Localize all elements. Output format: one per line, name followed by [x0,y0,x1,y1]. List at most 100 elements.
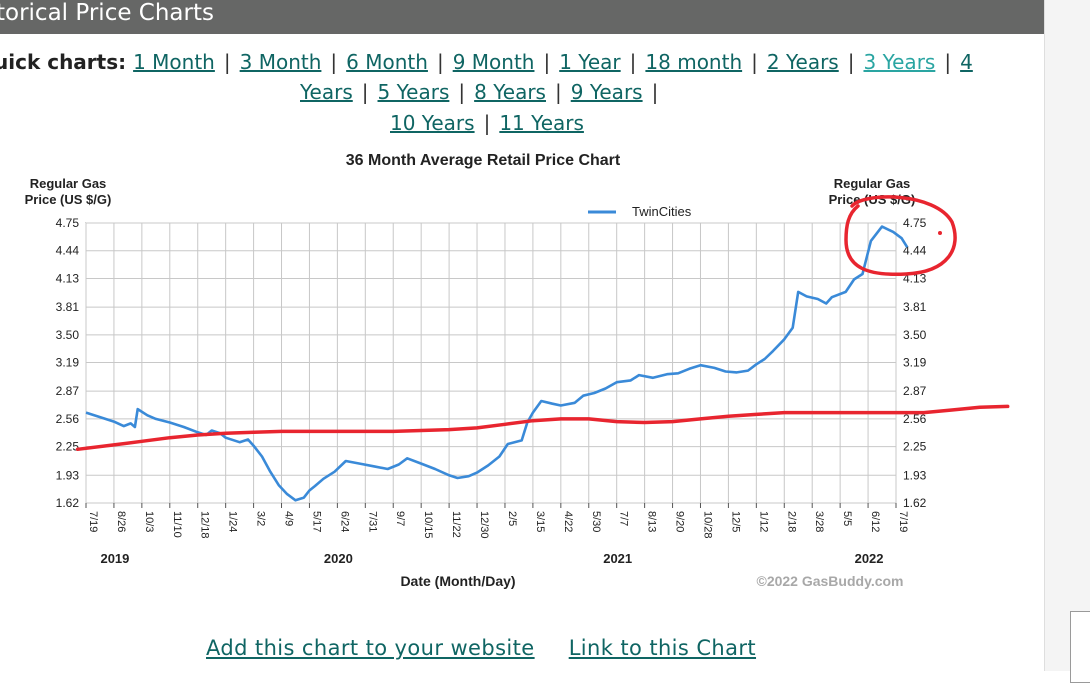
y-axis-label-left-line2: Price (US $/G) [25,192,112,207]
link-separator: | [458,80,466,104]
page-title: torical Price Charts [0,0,214,26]
quick-charts-label: uick charts: [0,50,134,74]
year-label: 2021 [603,551,632,566]
quick-charts-row: 10 Years | 11 Years [390,108,584,138]
y-tick-label-left: 4.13 [56,271,80,285]
bottom-links: Add this chart to your website Link to t… [206,636,783,660]
year-label: 2022 [855,551,884,566]
link-separator: | [847,50,855,74]
year-label: 2019 [100,551,129,566]
x-tick-label: 6/24 [338,511,350,532]
hand-drawn-dot [938,231,942,235]
quick-chart-link[interactable]: 18 month [645,50,743,74]
y-tick-label-right: 2.56 [903,412,927,426]
x-tick-label: 6/12 [869,511,881,532]
x-tick-label: 7/19 [897,511,909,532]
quick-chart-link[interactable]: 4 [960,50,973,74]
quick-chart-link[interactable]: 8 Years [474,80,546,104]
scrollbar-thumb[interactable] [1070,611,1090,683]
x-tick-label: 8/26 [115,511,127,532]
x-tick-label: 3/15 [534,511,546,532]
x-tick-label: 5/17 [310,511,322,532]
add-chart-link[interactable]: Add this chart to your website [206,636,535,660]
x-tick-label: 11/10 [171,511,183,538]
quick-chart-link[interactable]: 3 Month [239,50,322,74]
y-tick-label-right: 1.93 [903,468,927,482]
y-tick-label-left: 3.19 [56,356,80,370]
x-tick-label: 4/22 [562,511,574,532]
y-tick-label-left: 3.50 [56,328,80,342]
y-tick-label-right: 3.19 [903,356,927,370]
quick-chart-link[interactable]: 9 Month [452,50,535,74]
y-tick-label-left: 4.44 [56,244,80,258]
quick-chart-link[interactable]: Years [300,80,353,104]
link-separator: | [543,50,551,74]
hand-drawn-trend-line [75,404,1010,452]
year-label: 2020 [324,551,353,566]
quick-chart-link[interactable]: 6 Month [346,50,428,74]
y-tick-label-left: 3.81 [56,300,80,314]
x-tick-label: 12/18 [199,511,211,539]
x-tick-label: 10/3 [143,511,155,532]
x-axis-label: Date (Month/Day) [400,573,515,589]
x-tick-label: 7/19 [87,511,99,532]
link-separator: | [651,80,659,104]
link-to-chart[interactable]: Link to this Chart [568,636,757,660]
quick-chart-link[interactable]: 9 Years [570,80,643,104]
y-tick-label-right: 3.81 [903,300,927,314]
x-tick-label: 10/15 [422,511,434,539]
x-tick-label: 5/5 [841,511,853,526]
page-right-gutter [1044,0,1090,671]
y-tick-label-left: 4.75 [56,216,80,230]
quick-chart-link[interactable]: 2 Years [766,50,839,74]
y-tick-label-left: 2.25 [56,440,80,454]
y-tick-label-right: 4.44 [903,244,927,258]
x-tick-label: 9/7 [394,511,406,526]
y-tick-label-right: 2.87 [903,384,927,398]
quick-chart-link[interactable]: 5 Years [377,80,450,104]
x-tick-label: 2/18 [785,511,797,532]
y-tick-label-right: 3.50 [903,328,927,342]
x-tick-label: 3/2 [255,511,267,526]
quick-chart-link[interactable]: 1 Month [133,50,215,74]
x-tick-label: 1/12 [757,511,769,532]
chart-credit: ©2022 GasBuddy.com [757,573,904,589]
x-tick-label: 2/5 [506,511,518,526]
link-separator: | [554,80,562,104]
x-tick-label: 5/30 [590,511,602,532]
y-axis-label-right-line1: Regular Gas [834,176,911,191]
quick-charts-row: uick charts: 1 Month | 3 Month | 6 Month | 9 M… [0,47,973,77]
x-tick-label: 7/31 [366,511,378,532]
y-tick-label-left: 2.56 [56,412,80,426]
x-tick-label: 1/24 [227,511,239,532]
x-tick-label: 8/13 [646,511,658,532]
link-separator: | [944,50,952,74]
link-separator: | [330,50,338,74]
y-tick-label-left: 1.93 [56,468,80,482]
quick-chart-link[interactable]: 1 Year [559,50,621,74]
link-separator: | [629,50,637,74]
hand-drawn-circle [844,195,957,277]
y-tick-label-left: 1.62 [56,496,80,510]
link-separator: | [223,50,231,74]
x-tick-label: 12/30 [478,511,490,539]
quick-chart-link[interactable]: 10 Years [390,111,475,135]
page-header-bar: torical Price Charts [0,0,1044,34]
y-tick-label-left: 2.87 [56,384,80,398]
link-separator: | [751,50,758,74]
x-tick-label: 7/7 [618,511,630,526]
chart-title: 36 Month Average Retail Price Chart [346,152,621,169]
link-separator: | [436,50,444,74]
x-tick-label: 12/5 [729,511,741,532]
x-tick-label: 4/9 [283,511,295,526]
x-tick-label: 9/20 [674,511,686,532]
y-tick-label-right: 1.62 [903,496,927,510]
y-axis-label-left-line1: Regular Gas [30,176,107,191]
link-separator: | [361,80,369,104]
quick-chart-link[interactable]: 11 Years [499,111,584,135]
link-separator: | [483,111,491,135]
price-chart: 36 Month Average Retail Price Chart Regu… [25,152,1010,589]
x-tick-label: 10/28 [701,511,713,539]
quick-chart-link[interactable]: 3 Years [863,50,936,74]
x-tick-label: 11/22 [450,511,462,538]
